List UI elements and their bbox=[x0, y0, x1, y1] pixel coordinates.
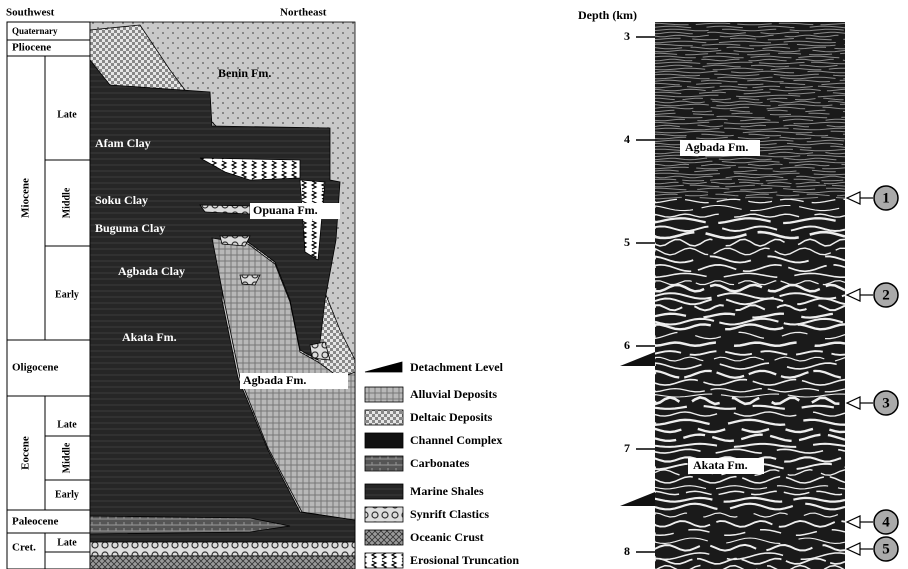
legend-label: Channel Complex bbox=[410, 433, 502, 447]
polygon-shape bbox=[220, 236, 250, 246]
legend-swatch bbox=[365, 553, 403, 568]
direction-label: Northeast bbox=[280, 7, 327, 19]
cross-section bbox=[90, 22, 355, 569]
marker-arrow bbox=[847, 192, 860, 204]
age-label: Early bbox=[55, 289, 79, 300]
legend-label: Alluvial Deposits bbox=[410, 387, 497, 401]
legend-swatch bbox=[365, 433, 403, 448]
legend-label: Erosional Truncation bbox=[410, 553, 519, 567]
formation-label: Akata Fm. bbox=[122, 330, 177, 344]
epoch-label: Quaternary bbox=[12, 26, 58, 36]
axis-label: Depth (km) bbox=[578, 8, 637, 22]
tick-label: 6 bbox=[624, 338, 630, 352]
age-label: Middle bbox=[61, 187, 72, 218]
legend-swatch bbox=[365, 530, 403, 545]
formation-label: Agbada Clay bbox=[118, 264, 185, 278]
age-label: Late bbox=[57, 537, 77, 548]
legend-swatch bbox=[365, 410, 403, 425]
epoch-label: Oligocene bbox=[12, 362, 59, 374]
epoch-label: Miocene bbox=[20, 178, 32, 218]
formation-label: Opuana Fm. bbox=[253, 203, 318, 217]
detachment-symbol bbox=[620, 352, 655, 366]
legend-label: Deltaic Deposits bbox=[410, 410, 493, 424]
legend bbox=[365, 362, 403, 568]
marker-arrow bbox=[847, 516, 860, 528]
formation-label: Agbada Fm. bbox=[243, 373, 306, 387]
legend-swatch bbox=[365, 507, 403, 522]
marker-label: 3 bbox=[882, 395, 890, 411]
legend-swatch bbox=[365, 456, 403, 471]
epoch-label: Eocene bbox=[20, 436, 32, 470]
epoch-label: Pliocene bbox=[12, 42, 51, 54]
formation-label: Agbada Fm. bbox=[685, 140, 748, 154]
legend-label: Synrift Clastics bbox=[410, 507, 489, 521]
formation-label: Buguma Clay bbox=[95, 221, 165, 235]
legend-label: Carbonates bbox=[410, 456, 470, 470]
marker-label: 5 bbox=[882, 541, 890, 557]
age-label: Early bbox=[55, 489, 79, 500]
marker-label: 2 bbox=[882, 287, 890, 303]
formation-label: Soku Clay bbox=[95, 193, 148, 207]
marker-label: 4 bbox=[882, 514, 890, 530]
rect-shape bbox=[90, 556, 355, 569]
detachment-symbol bbox=[365, 362, 402, 372]
marker-label: 1 bbox=[882, 190, 890, 206]
tick-label: 8 bbox=[624, 544, 630, 558]
age-label: Middle bbox=[61, 442, 72, 473]
legend-label: Marine Shales bbox=[410, 484, 484, 498]
tick-label: 3 bbox=[624, 29, 630, 43]
tick-label: 7 bbox=[624, 441, 630, 455]
legend-swatch bbox=[365, 387, 403, 402]
formation-label: Benin Fm. bbox=[218, 66, 271, 80]
formation-label: Afam Clay bbox=[95, 136, 151, 150]
figure: Southwest Northeast Quaternary Pliocene … bbox=[0, 0, 908, 569]
age-label: Late bbox=[57, 109, 77, 120]
marker-arrow bbox=[847, 543, 860, 555]
formation-label: Akata Fm. bbox=[693, 458, 748, 472]
legend-label: Detachment Level bbox=[410, 360, 504, 374]
legend-swatch bbox=[365, 484, 403, 499]
direction-label: Southwest bbox=[6, 7, 55, 19]
epoch-label: Cret. bbox=[12, 542, 36, 554]
marker-arrow bbox=[847, 289, 860, 301]
horizon-markers: 1 2 3 4 5 bbox=[847, 186, 898, 561]
detachment-symbol bbox=[620, 492, 655, 506]
legend-label: Oceanic Crust bbox=[410, 530, 484, 544]
marker-arrow bbox=[847, 397, 860, 409]
tick-label: 4 bbox=[624, 132, 630, 146]
depth-axis: 3 4 5 6 7 8 bbox=[624, 29, 655, 558]
tick-label: 5 bbox=[624, 235, 630, 249]
rect-shape bbox=[90, 542, 355, 556]
epoch-label: Paleocene bbox=[12, 516, 59, 528]
age-label: Late bbox=[57, 419, 77, 430]
